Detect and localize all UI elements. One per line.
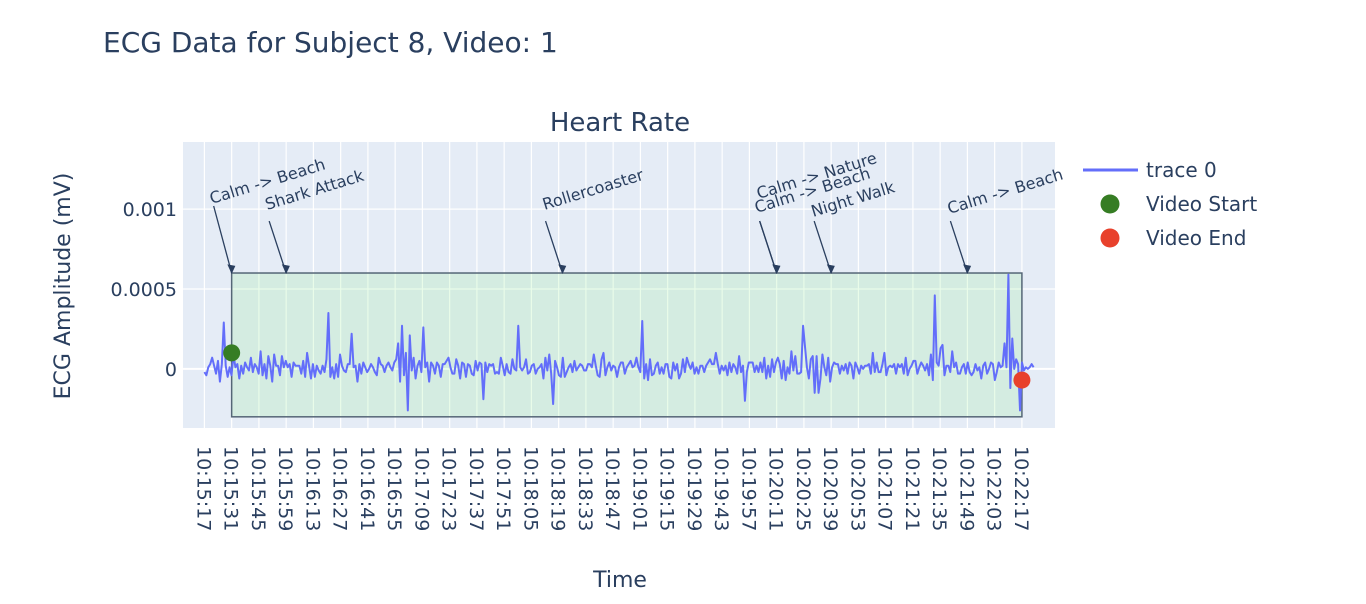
- subplot-title: Heart Rate: [550, 108, 690, 138]
- x-axis-ticks: 10:15:17 10:15:31 10:15:45 10:15:59 10:16:13…: [192, 446, 1031, 531]
- x-tick-label: 10:21:35: [928, 446, 950, 531]
- x-tick-label: 10:22:17: [1010, 446, 1032, 531]
- annotation-arrow: [268, 220, 287, 274]
- x-tick-label: 10:18:05: [519, 446, 541, 531]
- annotation-arrowhead: [963, 264, 972, 275]
- legend-item-trace-0[interactable]: trace 0: [1083, 158, 1217, 182]
- highlight-region-group: [230, 272, 1023, 418]
- legend-item-video-end[interactable]: Video End: [1100, 226, 1247, 250]
- x-tick-label: 10:16:27: [329, 446, 351, 531]
- x-tick-label: 10:19:29: [683, 446, 705, 531]
- x-tick-label: 10:19:01: [628, 446, 650, 531]
- gridlines: [183, 142, 1055, 428]
- y-axis-label: ECG Amplitude (mV): [51, 173, 76, 400]
- y-tick-label: 0: [165, 359, 177, 381]
- x-tick-label: 10:19:43: [710, 446, 732, 531]
- legend-label: trace 0: [1146, 158, 1217, 182]
- annotation-arrowhead: [558, 264, 567, 275]
- legend-label: Video End: [1146, 226, 1246, 250]
- x-axis-label: Time: [592, 568, 647, 593]
- x-tick-label: 10:16:13: [301, 446, 323, 531]
- legend-dot-swatch: [1100, 228, 1120, 248]
- y-tick-label: 0.001: [123, 199, 177, 221]
- x-tick-label: 10:20:53: [846, 446, 868, 531]
- x-tick-label: 10:17:23: [438, 446, 460, 531]
- annotation-arrow: [544, 220, 564, 274]
- y-tick-label: 0.0005: [111, 279, 177, 301]
- series-trace-0-line: [203, 273, 1035, 412]
- x-tick-label: 10:19:57: [737, 446, 759, 531]
- x-tick-label: 10:17:09: [410, 446, 432, 531]
- x-tick-label: 10:20:39: [819, 446, 841, 531]
- y-axis-ticks: 0 0.0005 0.001: [111, 199, 177, 381]
- x-tick-label: 10:18:19: [547, 446, 569, 531]
- video-end-marker[interactable]: [1013, 371, 1031, 389]
- x-tick-label: 10:15:59: [274, 446, 296, 531]
- x-tick-label: 10:17:37: [465, 446, 487, 531]
- annotation-arrow: [813, 220, 832, 274]
- plot-background: [183, 142, 1055, 428]
- x-tick-label: 10:16:55: [383, 446, 405, 531]
- legend-dot-swatch: [1100, 194, 1120, 214]
- series-line-group: [203, 273, 1035, 412]
- x-tick-label: 10:22:03: [983, 446, 1005, 531]
- legend[interactable]: trace 0 Video Start Video End: [1083, 158, 1257, 250]
- annotation-arrowhead: [227, 264, 236, 275]
- annotation-arrow: [759, 220, 778, 274]
- x-tick-label: 10:21:49: [955, 446, 977, 531]
- annotation-arrow: [213, 205, 233, 274]
- annotation-arrowhead: [281, 264, 290, 275]
- video-start-marker[interactable]: [223, 344, 241, 362]
- x-tick-label: 10:20:25: [792, 446, 814, 531]
- x-tick-label: 10:21:07: [874, 446, 896, 531]
- legend-item-video-start[interactable]: Video Start: [1100, 192, 1258, 216]
- x-tick-label: 10:15:45: [247, 446, 269, 531]
- x-tick-label: 10:21:21: [901, 446, 923, 531]
- video-window-region: [230, 272, 1023, 418]
- x-tick-label: 10:18:47: [601, 446, 623, 531]
- x-tick-label: 10:15:17: [192, 446, 214, 531]
- figure-title: ECG Data for Subject 8, Video: 1: [103, 26, 558, 59]
- x-tick-label: 10:20:11: [765, 446, 787, 531]
- x-tick-label: 10:16:41: [356, 446, 378, 531]
- x-tick-label: 10:18:33: [574, 446, 596, 531]
- annotation-arrow: [949, 220, 969, 274]
- x-tick-label: 10:15:31: [220, 446, 242, 531]
- event-markers: [223, 344, 1031, 389]
- annotation-arrowhead: [772, 264, 781, 275]
- legend-label: Video Start: [1146, 192, 1257, 216]
- x-tick-label: 10:17:51: [492, 446, 514, 531]
- x-tick-label: 10:19:15: [656, 446, 678, 531]
- annotation-arrowhead: [826, 264, 835, 275]
